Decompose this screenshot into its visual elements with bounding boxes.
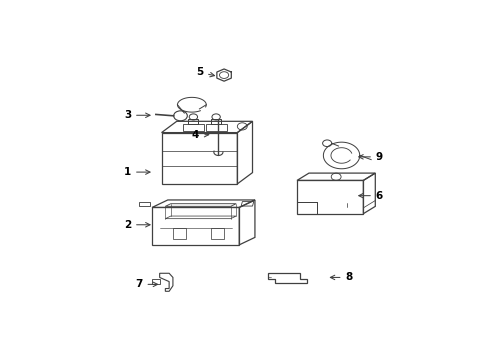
Text: 3: 3 [123, 110, 150, 120]
Text: 9: 9 [358, 152, 382, 162]
Text: 2: 2 [123, 220, 150, 230]
Text: 5: 5 [195, 67, 214, 77]
Text: 1: 1 [123, 167, 150, 177]
Text: 4: 4 [192, 130, 208, 140]
Text: 6: 6 [358, 191, 382, 201]
Text: 8: 8 [330, 273, 352, 283]
Text: 7: 7 [135, 279, 157, 289]
